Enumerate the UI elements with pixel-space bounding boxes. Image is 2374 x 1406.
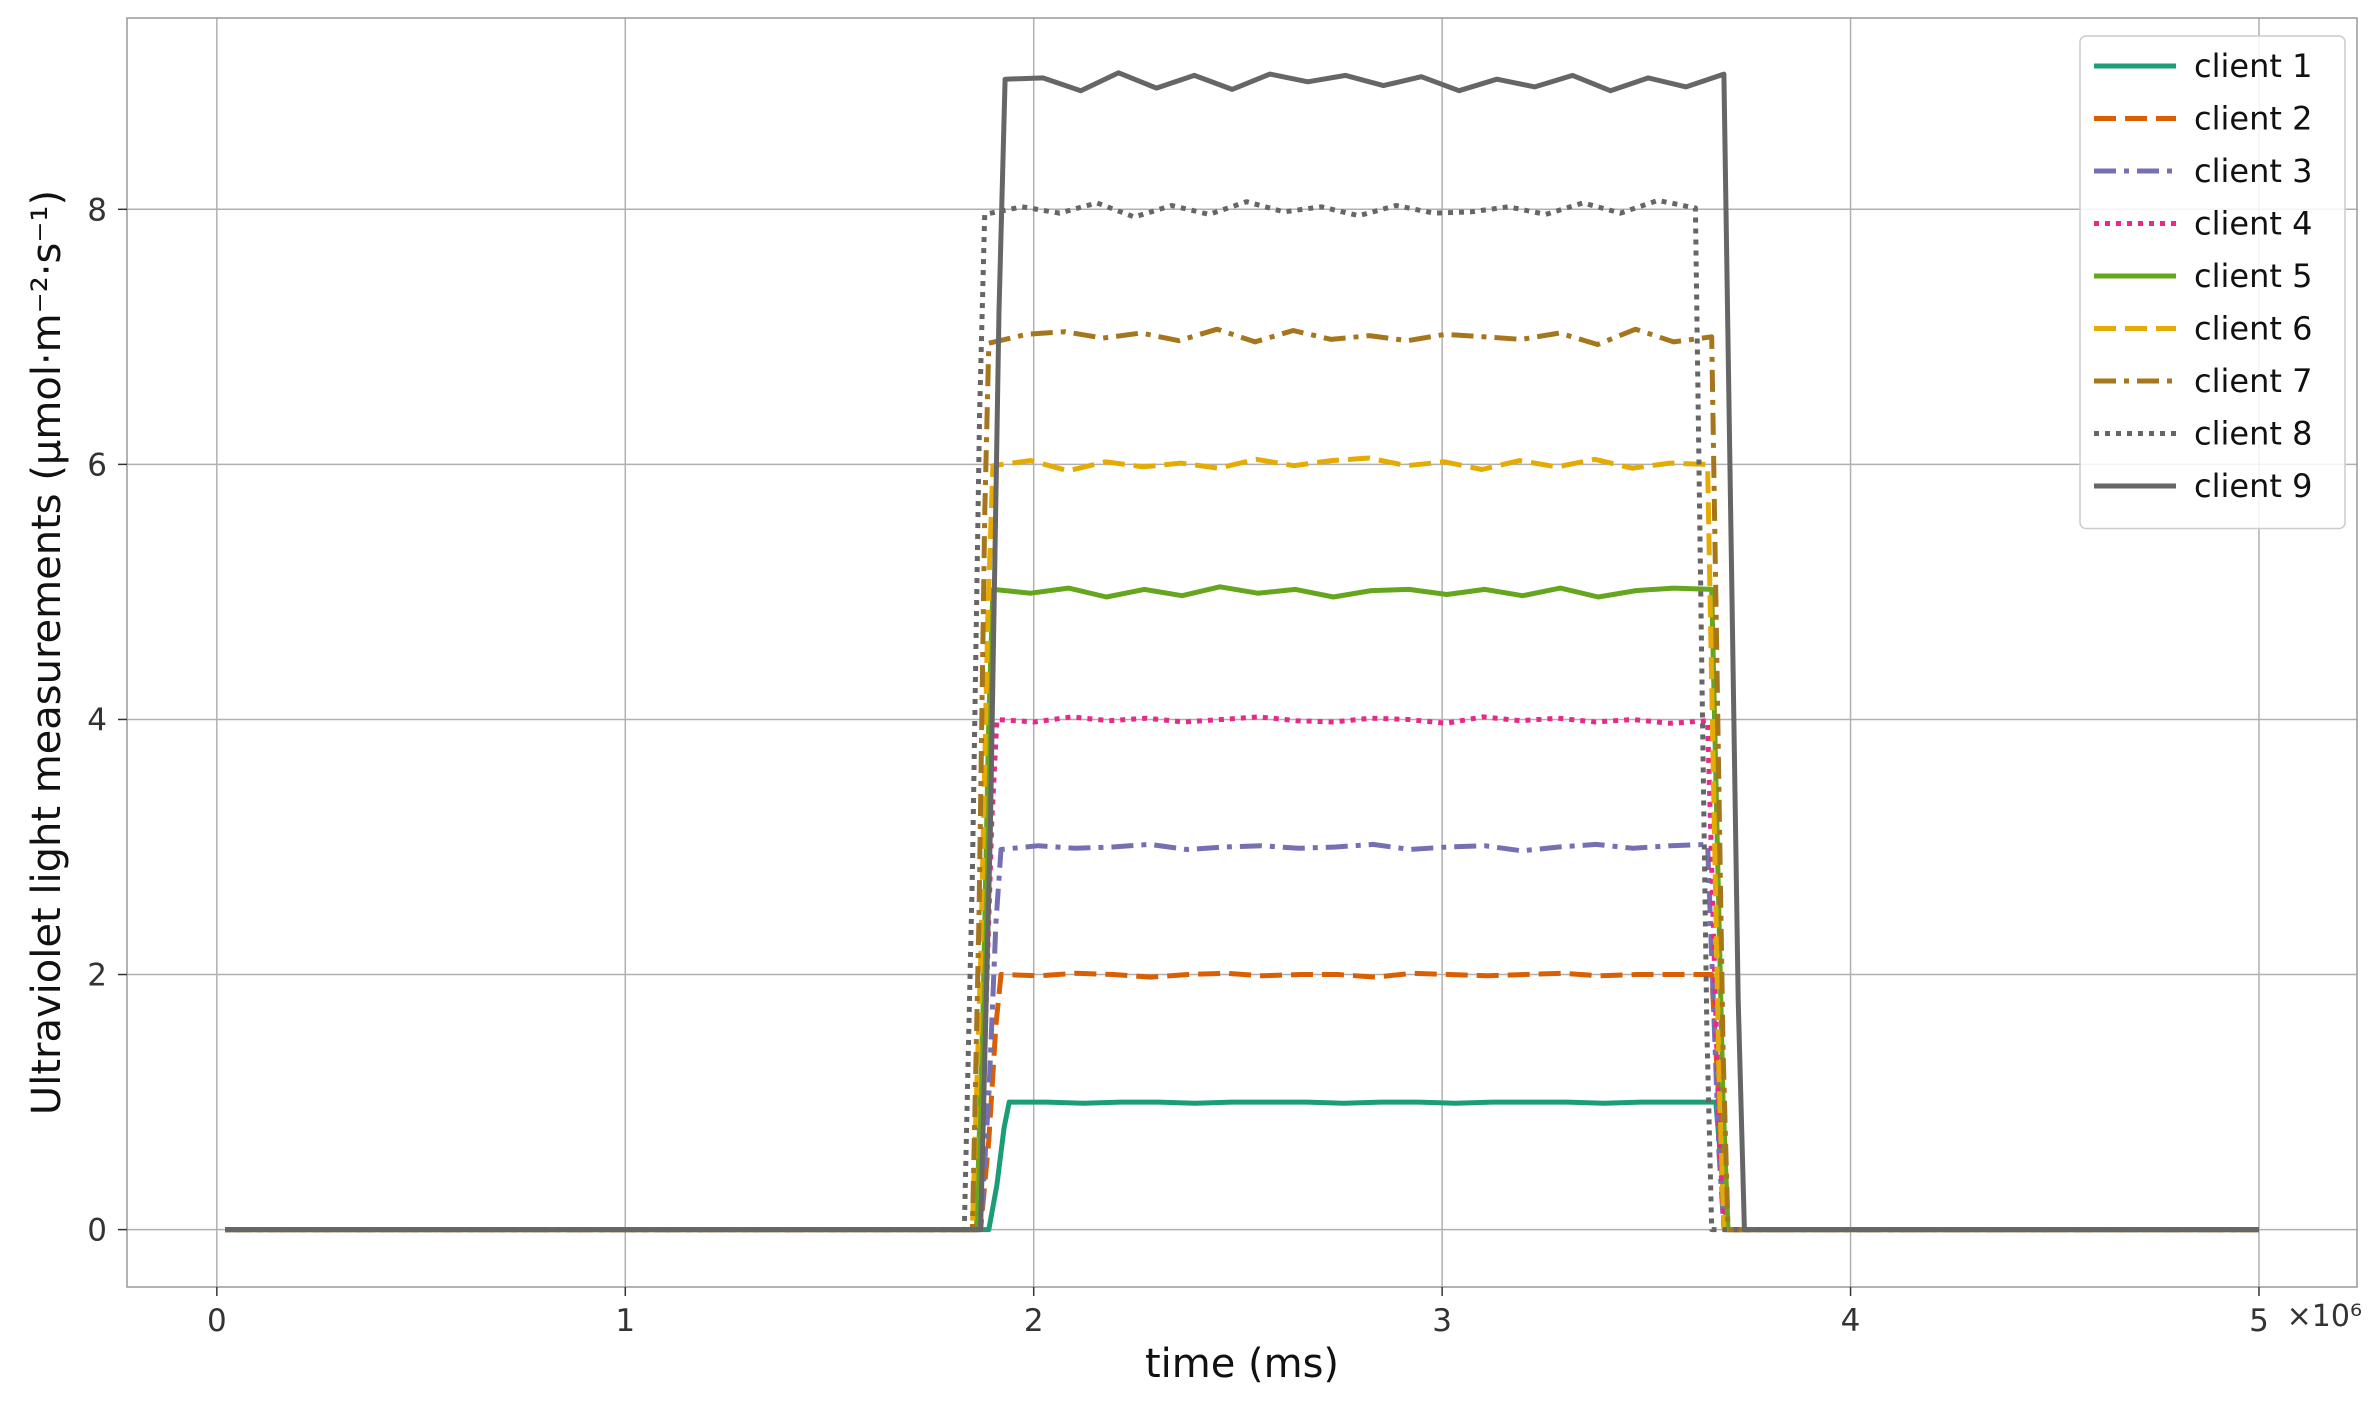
legend-label: client 5 — [2194, 257, 2312, 295]
series-line-client-2 — [225, 970, 2259, 1233]
x-axis-offset-label: ×10⁶ — [2287, 1299, 2362, 1334]
x-tick-label: 2 — [1024, 1303, 1044, 1339]
series-lines — [225, 70, 2259, 1233]
y-tick-label: 6 — [87, 447, 107, 483]
y-tick-label: 4 — [87, 702, 107, 738]
legend-label: client 9 — [2194, 467, 2312, 505]
series-line-client-3 — [225, 841, 2259, 1233]
x-tick-label: 0 — [207, 1303, 227, 1339]
series-line-client-4 — [225, 714, 2259, 1233]
series-line-client-7 — [225, 326, 2259, 1233]
x-tick-label: 5 — [2249, 1303, 2269, 1339]
plot-frame — [126, 17, 2358, 1288]
y-axis-label: Ultraviolet light measurements (μmol·m⁻²… — [24, 190, 70, 1115]
legend-box — [2079, 35, 2346, 530]
series-line-client-5 — [225, 584, 2259, 1233]
series-line-client-9 — [225, 70, 2259, 1233]
legend-label: client 3 — [2194, 152, 2312, 190]
y-tick-label: 8 — [87, 192, 107, 228]
legend-label: client 1 — [2194, 47, 2312, 85]
y-tick-label: 0 — [87, 1213, 107, 1249]
legend: client 1 client 2 client 3 client 4 client 5… — [2079, 35, 2346, 530]
x-tick-label: 3 — [1432, 1303, 1452, 1339]
series-line-client-6 — [237, 455, 2259, 1233]
legend-label: client 4 — [2194, 205, 2312, 243]
legend-label: client 6 — [2194, 310, 2312, 348]
y-tick-label: 2 — [87, 958, 107, 994]
x-axis-label: time (ms) — [1145, 1341, 1339, 1387]
x-tick-label: 1 — [615, 1303, 635, 1339]
legend-label: client 8 — [2194, 415, 2312, 453]
legend-label: client 7 — [2194, 362, 2312, 400]
series-line-client-1 — [225, 1099, 2259, 1233]
legend-label: client 2 — [2194, 100, 2312, 138]
x-tick-label: 4 — [1841, 1303, 1861, 1339]
x-axis-ticks: 0 1 2 3 4 5 — [207, 1287, 2269, 1339]
y-axis-ticks: 0 2 4 6 8 — [87, 192, 127, 1249]
